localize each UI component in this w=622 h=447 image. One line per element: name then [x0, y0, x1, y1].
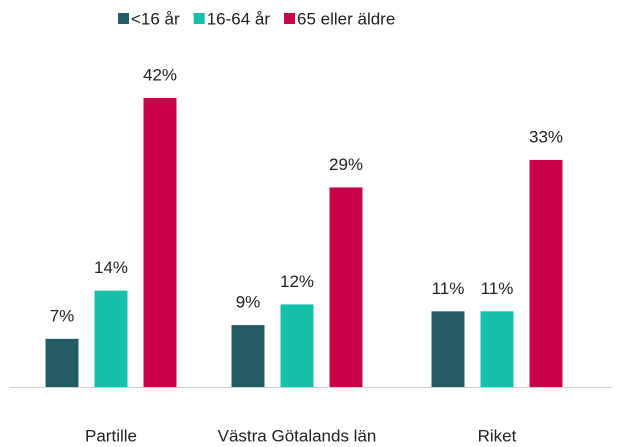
bar	[529, 159, 563, 387]
data-label: 14%	[94, 258, 128, 277]
data-label: 11%	[432, 279, 465, 298]
legend-label: <16 år	[131, 9, 180, 28]
bar	[480, 311, 514, 387]
data-label: 7%	[50, 306, 75, 325]
bar	[431, 311, 465, 387]
bar	[231, 325, 265, 387]
bar	[94, 290, 128, 387]
bar	[143, 98, 177, 387]
legend-label: 16-64 år	[207, 9, 271, 28]
bar	[329, 187, 363, 387]
legend-label: 65 eller äldre	[297, 9, 395, 28]
x-tick-label: Partille	[85, 426, 137, 445]
data-label: 9%	[236, 293, 261, 312]
legend-swatch	[284, 13, 296, 24]
legend-swatch	[193, 13, 205, 24]
data-label: 12%	[280, 272, 314, 291]
data-label: 33%	[529, 127, 563, 146]
bar	[45, 338, 79, 387]
x-tick-label: Västra Götalands län	[218, 426, 377, 445]
data-label: 42%	[143, 65, 177, 84]
bar	[280, 304, 314, 387]
x-tick-label: Riket	[478, 426, 517, 445]
data-label: 29%	[329, 155, 363, 174]
data-label: 11%	[481, 279, 514, 298]
legend-swatch	[118, 13, 129, 24]
